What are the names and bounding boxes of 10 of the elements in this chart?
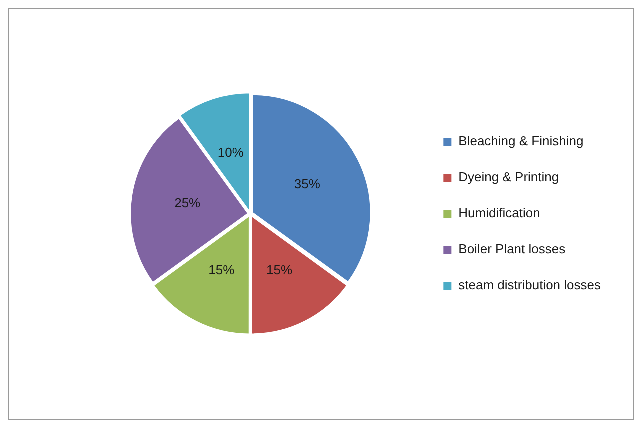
data-label: 15% <box>208 262 236 278</box>
data-label: 25% <box>174 196 202 211</box>
data-label: 10% <box>218 144 244 160</box>
legend-label: Humidification <box>458 206 540 221</box>
legend-label: Dyeing & Printing <box>458 170 560 185</box>
legend-label: steam distribution losses <box>458 278 602 293</box>
legend-label: Bleaching & Finishing <box>458 134 584 149</box>
legend-label: Boiler Plant losses <box>458 242 566 257</box>
data-label: 15% <box>266 262 293 278</box>
data-label: 35% <box>294 176 321 192</box>
